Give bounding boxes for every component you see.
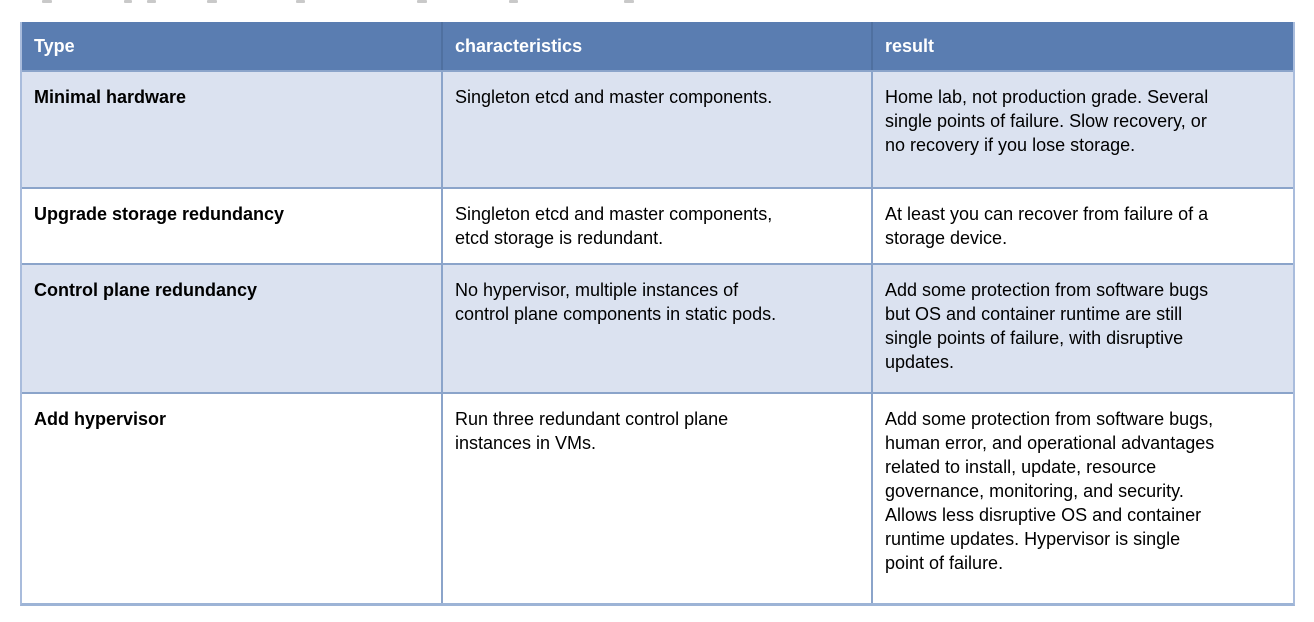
column-header-type: Type <box>22 22 443 70</box>
cell-characteristics: No hypervisor, multiple instances of con… <box>443 263 873 392</box>
column-header-result: result <box>873 22 1293 70</box>
cropped-text-remnant <box>124 0 132 3</box>
cell-type: Upgrade storage redundancy <box>22 187 443 263</box>
table-row: Upgrade storage redundancy Singleton etc… <box>22 187 1293 263</box>
cell-result: Add some protection from software bugs, … <box>873 392 1293 603</box>
cell-characteristics: Singleton etcd and master components, et… <box>443 187 873 263</box>
cell-type: Control plane redundancy <box>22 263 443 392</box>
cropped-text-remnant <box>207 0 217 3</box>
cell-type: Add hypervisor <box>22 392 443 603</box>
cropped-text-remnant <box>509 0 518 3</box>
cropped-text-remnant <box>624 0 634 3</box>
table-row: Add hypervisor Run three redundant contr… <box>22 392 1293 603</box>
cropped-text-remnant <box>296 0 305 3</box>
comparison-table: Type characteristics result Minimal hard… <box>20 22 1295 606</box>
cell-type: Minimal hardware <box>22 70 443 187</box>
cell-result: At least you can recover from failure of… <box>873 187 1293 263</box>
cell-result: Home lab, not production grade. Several … <box>873 70 1293 187</box>
column-header-characteristics: characteristics <box>443 22 873 70</box>
cell-characteristics: Singleton etcd and master components. <box>443 70 873 187</box>
cell-characteristics: Run three redundant control plane instan… <box>443 392 873 603</box>
table-row: Minimal hardware Singleton etcd and mast… <box>22 70 1293 187</box>
table-row: Control plane redundancy No hypervisor, … <box>22 263 1293 392</box>
cell-result: Add some protection from software bugs b… <box>873 263 1293 392</box>
table-header-row: Type characteristics result <box>22 22 1293 70</box>
cropped-text-remnant <box>42 0 52 3</box>
cropped-text-remnant <box>417 0 427 3</box>
cropped-text-remnant <box>147 0 156 3</box>
